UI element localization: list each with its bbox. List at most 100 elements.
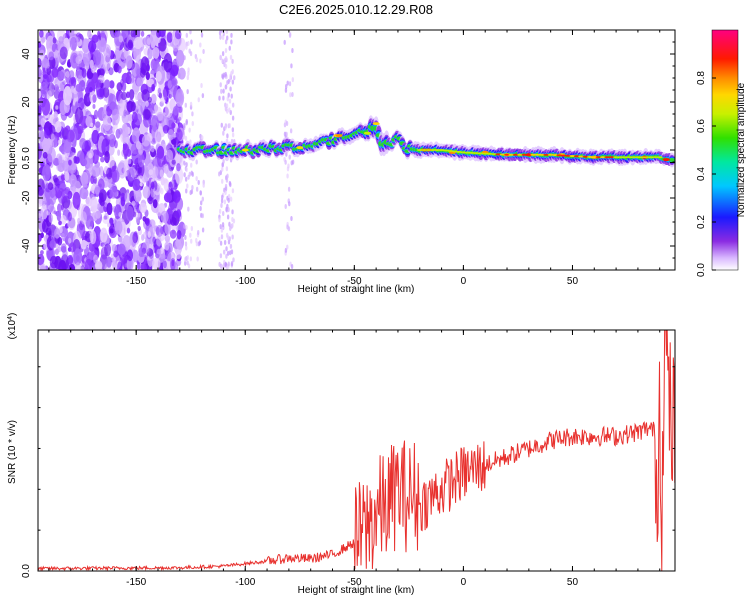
spectrogram-noise-blob <box>118 35 124 43</box>
spectrogram-band-blob <box>201 93 205 99</box>
spectrogram-noise-blob <box>66 129 75 143</box>
spectrogram-band-blob <box>231 127 235 133</box>
spectrogram-noise-blob <box>73 248 83 266</box>
spectrogram-band-blob <box>288 32 292 38</box>
spectrogram-noise-blob <box>58 155 63 165</box>
spectrogram-noise-blob <box>163 178 170 192</box>
spectrogram-noise-blob <box>67 163 77 174</box>
spectrogram-band-blob <box>221 194 224 200</box>
spectrogram-band-blob <box>187 206 190 212</box>
spectrogram-band-blob <box>184 176 188 182</box>
spectrogram-noise-blob <box>145 217 150 227</box>
spectrogram-band-blob <box>195 57 199 63</box>
spectrogram-noise-blob <box>154 128 162 145</box>
spectrogram-band-blob <box>196 256 199 262</box>
spectrogram-noise-blob <box>119 99 123 104</box>
colorbar-tick-label: 0.8 <box>696 71 707 85</box>
spectrogram-noise-blob <box>174 30 182 40</box>
spectrogram-band-blob <box>228 180 232 186</box>
spectrogram-noise-blob <box>85 86 90 94</box>
spectrogram-band-blob <box>225 166 229 172</box>
spectrogram-band-blob <box>222 88 225 94</box>
spectrogram-core-mark <box>429 149 436 151</box>
spectrogram-band-blob <box>287 163 290 169</box>
spectrogram-core-mark <box>504 153 511 156</box>
spectrogram-noise-blob <box>46 146 56 163</box>
spectrogram-noise-blob <box>171 159 176 165</box>
spectrogram-noise-blob <box>127 168 135 182</box>
spectrogram-noise-blob <box>39 263 47 270</box>
spectrogram-band-blob <box>189 256 192 262</box>
spectrogram-band-blob <box>221 222 225 228</box>
spectrogram-noise-blob <box>109 228 114 234</box>
spectrogram-band-blob <box>231 209 234 215</box>
spectrogram-noise-blob <box>133 45 142 62</box>
spectrogram-noise-blob <box>156 248 162 255</box>
spectrogram-core-mark <box>608 156 615 159</box>
snr-x-axis: -150 -100 -50 0 50 <box>48 330 661 588</box>
spectrogram-noise-blob <box>45 62 50 69</box>
colorbar-frame <box>711 29 739 271</box>
spectrogram-noise-blob <box>67 237 72 244</box>
spectrogram-noise-blob <box>74 262 82 270</box>
spectrogram-noise-blob <box>147 96 152 103</box>
spectrogram-core-mark <box>595 156 602 159</box>
spectrogram-band-blob <box>199 42 202 48</box>
spectrogram-band-blob <box>286 244 289 250</box>
spectrogram-noise-blob <box>62 80 66 86</box>
spectrogram-noise-blob <box>174 166 184 185</box>
spectrogram-noise-blob <box>152 199 158 209</box>
spectrogram-band-blob <box>229 243 233 249</box>
spectrogram-band-blob <box>220 122 223 128</box>
spectrogram-noise-blob <box>175 152 181 164</box>
spectrogram-band-blob <box>221 51 225 57</box>
spectrogram-noise-blob <box>125 205 134 222</box>
spectrogram-band-blob <box>220 30 223 33</box>
spectrogram-noise-blob <box>176 229 182 240</box>
spectrogram-band-blob <box>189 30 192 35</box>
spectrogram-noise-blob <box>38 233 42 244</box>
spectrogram-noise-blob <box>58 260 67 270</box>
spectrogram-noise-blob <box>147 47 153 60</box>
spectrogram-noise-blob <box>81 260 86 267</box>
spectrogram-x-tick-label: 50 <box>567 276 579 287</box>
spectrogram-core-mark <box>543 153 550 156</box>
spectrogram-noise-blob <box>157 87 161 94</box>
spectrogram-noise-blob <box>39 30 44 38</box>
snr-y-axis-label: SNR (10 * v/v) <box>7 420 18 484</box>
spectrogram-noise-blob <box>126 258 134 270</box>
spectrogram-noise-blob <box>91 129 100 145</box>
spectrogram-noise-blob <box>152 47 160 59</box>
spectrogram-noise-blob <box>135 216 140 224</box>
spectrogram-noise-blob <box>126 227 131 234</box>
spectrogram-noise-blob <box>54 228 61 239</box>
spectrogram-noise-blob <box>133 36 143 50</box>
spectrogram-noise-blob <box>90 196 98 212</box>
spectrogram-band-blob <box>197 179 200 185</box>
spectrogram-noise-blob <box>137 225 141 231</box>
spectrogram-noise-blob <box>164 241 170 251</box>
spectrogram-noise-blob <box>89 59 94 69</box>
spectrogram-band-blob <box>202 182 205 188</box>
spectrogram-noise-blob <box>162 260 167 269</box>
spectrogram-band-blob <box>197 230 200 236</box>
spectrogram-noise-blob <box>102 115 112 132</box>
spectrogram-band-blob <box>227 194 231 200</box>
spectrogram-core-mark <box>425 149 432 151</box>
spectrogram-noise-blob <box>152 236 156 244</box>
spectrogram-band-blob <box>222 211 225 217</box>
spectrogram-band-blob <box>231 188 235 194</box>
spectrogram-core-mark <box>656 156 663 159</box>
spectrogram-noise-blob <box>92 94 97 103</box>
spectrogram-band-blob <box>230 93 233 99</box>
spectrogram-core-mark <box>626 156 633 159</box>
spectrogram-noise-blob <box>60 215 67 225</box>
spectrogram-band-blob <box>187 41 190 47</box>
spectrogram-band-blob <box>185 120 188 126</box>
spectrogram-x-axis-label: Height of straight line (km) <box>298 284 415 295</box>
spectrogram-noise-blob <box>122 132 130 145</box>
spectrogram-noise-blob <box>53 210 57 215</box>
spectrogram-band-blob <box>231 234 234 240</box>
spectrogram-band-blob <box>225 177 229 183</box>
